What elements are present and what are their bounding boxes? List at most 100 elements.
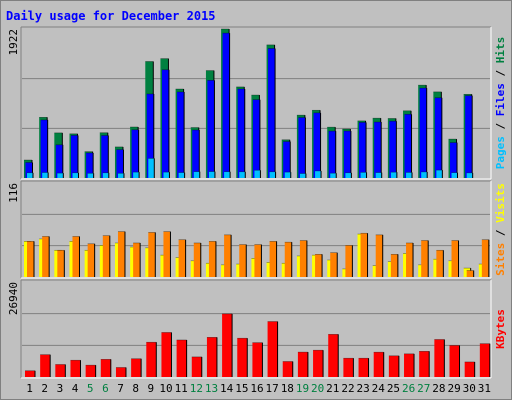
bar-files-day-24 — [374, 122, 382, 178]
bar-sites-day-7 — [117, 231, 125, 277]
x-tick-label-day-22: 22 — [341, 382, 354, 395]
bar-pages-day-12 — [193, 171, 200, 178]
x-tick-label-day-7: 7 — [117, 382, 124, 395]
legend-entry-visits: Visits — [494, 183, 507, 223]
bar-sites-day-29 — [451, 240, 459, 277]
bar-files-day-21 — [328, 131, 336, 178]
bar-kbytes-day-30 — [464, 361, 475, 377]
bar-kbytes-day-12 — [191, 356, 202, 377]
bar-kbytes-day-8 — [131, 358, 142, 377]
bar-kbytes-day-4 — [70, 360, 81, 377]
bar-pages-day-10 — [163, 172, 170, 178]
bar-pages-day-1 — [27, 172, 33, 178]
bar-pages-day-21 — [330, 173, 337, 178]
bar-files-day-8 — [131, 129, 139, 178]
x-tick-label-day-30: 30 — [463, 382, 476, 395]
bar-sites-day-25 — [390, 254, 398, 277]
bar-files-day-30 — [465, 95, 473, 178]
bar-pages-day-23 — [360, 172, 367, 178]
x-tick-label-day-10: 10 — [159, 382, 172, 395]
bar-sites-day-31 — [481, 239, 489, 277]
bar-files-day-26 — [404, 114, 412, 178]
bar-kbytes-day-21 — [328, 334, 339, 377]
bar-pages-day-26 — [406, 172, 413, 178]
bar-files-day-14 — [222, 33, 230, 179]
bar-kbytes-day-2 — [40, 354, 51, 377]
bar-pages-day-3 — [57, 173, 64, 178]
bar-files-day-2 — [40, 119, 48, 178]
bar-kbytes-day-27 — [419, 351, 430, 377]
bar-kbytes-day-7 — [115, 367, 126, 377]
legend-entry-hits: Hits — [494, 37, 507, 64]
bar-files-day-11 — [177, 91, 185, 178]
bar-files-day-25 — [389, 121, 397, 178]
bar-sites-day-23 — [360, 233, 368, 277]
bar-sites-day-5 — [87, 243, 95, 277]
x-tick-label-day-4: 4 — [72, 382, 79, 395]
bar-kbytes-day-22 — [343, 358, 354, 377]
bar-files-day-13 — [207, 80, 215, 178]
x-tick-label-day-29: 29 — [447, 382, 460, 395]
x-tick-label-day-17: 17 — [266, 382, 279, 395]
x-tick-label-day-20: 20 — [311, 382, 324, 395]
x-tick-label-day-28: 28 — [432, 382, 445, 395]
bar-files-day-16 — [252, 99, 260, 178]
bar-kbytes-day-11 — [176, 339, 187, 377]
bar-files-day-12 — [192, 130, 200, 178]
x-tick-label-day-16: 16 — [250, 382, 263, 395]
legend-entry-/: / — [494, 63, 507, 83]
bar-kbytes-day-13 — [206, 337, 217, 377]
bar-kbytes-day-17 — [267, 321, 278, 377]
x-tick-label-day-2: 2 — [41, 382, 48, 395]
x-tick-label-day-13: 13 — [205, 382, 218, 395]
bar-kbytes-day-20 — [313, 350, 324, 377]
bar-sites-day-21 — [330, 252, 338, 277]
bar-kbytes-day-25 — [388, 355, 399, 377]
x-tick-label-day-31: 31 — [478, 382, 491, 395]
x-tick-label-day-11: 11 — [175, 382, 188, 395]
bar-files-day-7 — [116, 149, 124, 178]
bar-sites-day-19 — [299, 240, 307, 277]
bar-files-day-27 — [419, 88, 427, 178]
x-tick-label-day-12: 12 — [190, 382, 203, 395]
bar-pages-day-11 — [178, 172, 185, 178]
panel-hits-files-pages-legend: Pages / Files / Hits — [494, 37, 507, 170]
bar-pages-day-6 — [102, 172, 109, 178]
bar-sites-day-27 — [421, 240, 429, 277]
bar-pages-day-13 — [208, 171, 215, 178]
bar-sites-day-22 — [345, 245, 353, 277]
bar-pages-day-19 — [299, 173, 306, 178]
bar-sites-day-15 — [239, 244, 247, 277]
bar-kbytes-day-23 — [358, 358, 369, 377]
bar-sites-day-14 — [224, 234, 232, 277]
bar-kbytes-day-19 — [297, 352, 308, 377]
bar-pages-day-17 — [269, 171, 276, 178]
legend-entry-pages: Pages — [494, 136, 507, 169]
bar-kbytes-day-18 — [282, 361, 293, 377]
bar-sites-day-8 — [133, 242, 141, 277]
bar-pages-day-2 — [42, 172, 49, 178]
bar-sites-day-26 — [406, 242, 414, 277]
bar-sites-day-9 — [148, 232, 156, 277]
bar-files-day-15 — [237, 89, 245, 178]
bar-sites-day-4 — [72, 236, 80, 277]
bar-pages-day-15 — [239, 171, 246, 178]
bar-sites-day-6 — [102, 235, 110, 277]
bar-kbytes-day-3 — [55, 364, 66, 377]
bar-sites-day-24 — [375, 234, 383, 277]
bar-sites-day-16 — [254, 244, 262, 277]
bar-sites-day-10 — [163, 231, 171, 277]
x-tick-label-day-21: 21 — [326, 382, 339, 395]
bar-sites-day-30 — [466, 270, 474, 277]
bar-kbytes-day-31 — [479, 343, 490, 377]
bar-sites-day-20 — [315, 254, 323, 277]
legend-entry-kbytes: KBytes — [494, 309, 507, 349]
legend-entry-files: Files — [494, 83, 507, 116]
bar-files-day-29 — [450, 142, 458, 178]
bar-sites-day-1 — [27, 241, 34, 277]
bar-sites-day-11 — [178, 239, 186, 277]
x-tick-label-day-8: 8 — [132, 382, 139, 395]
panel-hits-files-pages-ymax-label: 1922 — [7, 29, 20, 56]
bar-pages-day-29 — [451, 172, 458, 178]
